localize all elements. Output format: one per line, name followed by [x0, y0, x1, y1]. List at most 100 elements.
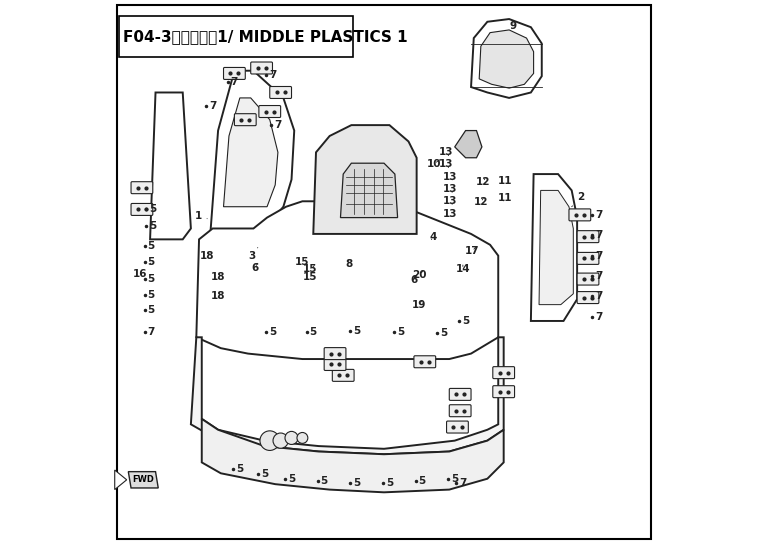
Text: 5: 5	[147, 290, 155, 300]
Text: 5: 5	[147, 305, 155, 315]
Text: 7: 7	[230, 77, 238, 86]
FancyBboxPatch shape	[324, 348, 346, 360]
FancyBboxPatch shape	[414, 356, 435, 368]
Text: 7: 7	[595, 230, 603, 240]
Polygon shape	[150, 92, 191, 239]
Polygon shape	[340, 163, 398, 218]
Text: 5: 5	[353, 478, 360, 488]
Polygon shape	[531, 174, 577, 321]
Text: 17: 17	[465, 246, 479, 256]
FancyBboxPatch shape	[569, 209, 591, 221]
Text: 13: 13	[439, 147, 453, 157]
Text: 6: 6	[251, 263, 258, 273]
Text: 5: 5	[451, 474, 458, 484]
Text: 8: 8	[345, 259, 353, 269]
FancyBboxPatch shape	[223, 67, 245, 79]
Text: 1: 1	[194, 211, 207, 221]
Text: 5: 5	[386, 478, 393, 488]
Text: F04-3中部塑料件1/ MIDDLE PLASTICS 1: F04-3中部塑料件1/ MIDDLE PLASTICS 1	[123, 29, 408, 44]
FancyBboxPatch shape	[324, 358, 346, 370]
FancyBboxPatch shape	[259, 106, 280, 118]
Polygon shape	[539, 190, 573, 305]
Polygon shape	[197, 201, 498, 359]
Text: 4: 4	[429, 232, 437, 242]
Text: 15: 15	[295, 257, 310, 267]
Text: 12: 12	[474, 197, 488, 207]
Polygon shape	[471, 19, 541, 98]
Polygon shape	[223, 98, 278, 207]
Polygon shape	[191, 337, 504, 454]
FancyBboxPatch shape	[449, 388, 471, 400]
Text: 7: 7	[595, 292, 603, 301]
Text: 7: 7	[274, 120, 282, 130]
Text: 5: 5	[310, 327, 317, 337]
Text: 13: 13	[443, 172, 458, 182]
Text: 13: 13	[443, 196, 458, 206]
Circle shape	[273, 433, 288, 448]
Text: 5: 5	[320, 477, 328, 486]
Text: 7: 7	[209, 101, 217, 111]
FancyBboxPatch shape	[131, 203, 153, 215]
FancyBboxPatch shape	[577, 273, 599, 285]
Text: 5: 5	[149, 221, 157, 231]
FancyBboxPatch shape	[446, 421, 468, 433]
FancyBboxPatch shape	[131, 182, 153, 194]
Circle shape	[260, 431, 280, 450]
Text: 5: 5	[269, 327, 276, 337]
FancyBboxPatch shape	[234, 114, 257, 126]
FancyBboxPatch shape	[577, 252, 599, 264]
Text: 13: 13	[443, 209, 458, 219]
Polygon shape	[455, 131, 482, 158]
FancyBboxPatch shape	[493, 386, 515, 398]
Text: 7: 7	[595, 210, 603, 220]
Text: 5: 5	[440, 328, 448, 338]
Text: 11: 11	[498, 176, 512, 186]
FancyBboxPatch shape	[250, 62, 273, 74]
Text: 7: 7	[147, 327, 155, 337]
Text: 7: 7	[595, 271, 603, 281]
Text: 14: 14	[455, 264, 470, 274]
Text: 18: 18	[211, 292, 225, 301]
FancyBboxPatch shape	[270, 86, 292, 98]
Text: 19: 19	[412, 300, 426, 310]
Text: 13: 13	[439, 159, 453, 169]
Polygon shape	[202, 419, 504, 492]
FancyBboxPatch shape	[577, 231, 599, 243]
Text: FWD: FWD	[133, 475, 154, 484]
Polygon shape	[128, 472, 158, 488]
Text: 16: 16	[133, 263, 151, 279]
Text: 5: 5	[288, 474, 295, 484]
Text: 5: 5	[147, 241, 155, 251]
Text: 18: 18	[200, 251, 214, 261]
Polygon shape	[210, 71, 294, 239]
Text: 7: 7	[459, 478, 467, 488]
Text: 18: 18	[211, 273, 225, 282]
FancyBboxPatch shape	[493, 367, 515, 379]
Text: 11: 11	[498, 193, 512, 203]
Polygon shape	[114, 470, 127, 490]
Text: 13: 13	[443, 184, 458, 194]
Circle shape	[297, 432, 308, 443]
Text: 2: 2	[571, 193, 584, 207]
Text: 5: 5	[419, 477, 425, 486]
Text: 5: 5	[397, 327, 404, 337]
Text: 7: 7	[595, 251, 603, 261]
FancyBboxPatch shape	[577, 292, 599, 304]
Text: 5: 5	[237, 464, 243, 474]
Text: 5: 5	[462, 316, 469, 326]
Text: 15: 15	[303, 264, 318, 274]
Text: 20: 20	[412, 270, 426, 280]
Text: 5: 5	[149, 205, 157, 214]
Text: 5: 5	[147, 257, 155, 267]
FancyBboxPatch shape	[333, 369, 354, 381]
FancyBboxPatch shape	[449, 405, 471, 417]
Text: 5: 5	[353, 326, 360, 336]
Circle shape	[285, 431, 298, 444]
Text: 7: 7	[269, 70, 276, 80]
Text: 10: 10	[427, 159, 442, 169]
Polygon shape	[479, 30, 534, 88]
Text: 15: 15	[303, 273, 318, 282]
FancyBboxPatch shape	[119, 16, 353, 57]
Text: 5: 5	[147, 274, 155, 283]
Text: 6: 6	[410, 275, 418, 285]
